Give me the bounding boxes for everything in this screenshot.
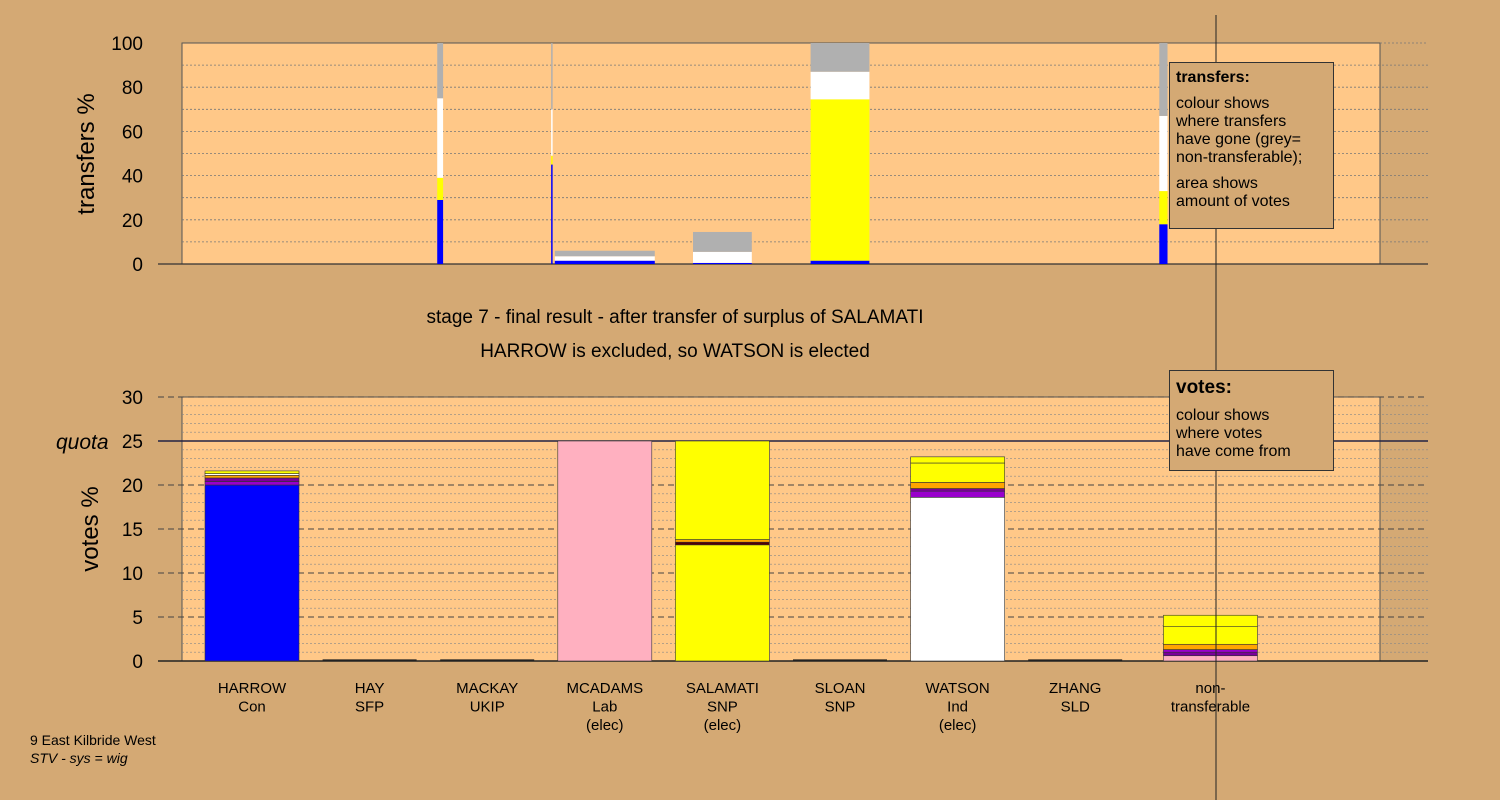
transfer-bar-segment xyxy=(1159,43,1168,116)
transfers-legend-line: area shows xyxy=(1176,175,1258,192)
transfer-bar-segment xyxy=(551,155,553,165)
transfer-bar-segment xyxy=(693,262,752,264)
transfers-y-tick-label: 80 xyxy=(122,78,143,99)
candidate-party-label: (elec) xyxy=(704,717,742,734)
transfer-bar-segment xyxy=(810,260,870,264)
vote-bar-segment xyxy=(1163,655,1258,662)
transfer-bar-segment xyxy=(554,260,655,264)
candidate-party-label: (elec) xyxy=(939,717,977,734)
votes-y-tick-label: 5 xyxy=(132,608,143,629)
vote-bar-segment xyxy=(910,497,1005,662)
vote-bar-segment xyxy=(204,481,300,486)
votes-y-tick-label: 0 xyxy=(132,652,143,673)
transfers-y-tick-label: 0 xyxy=(132,255,143,276)
quota-label: quota xyxy=(56,431,109,454)
candidate-name-label: non- xyxy=(1195,680,1225,697)
transfer-bar-segment xyxy=(810,99,870,261)
vote-bar-segment xyxy=(910,488,1005,492)
candidate-party-label: SLD xyxy=(1061,699,1090,716)
votes-y-tick-label: 15 xyxy=(122,520,143,541)
vote-bar-segment xyxy=(204,470,300,474)
transfer-bar-segment xyxy=(1159,115,1168,192)
candidate-party-label: SFP xyxy=(355,699,384,716)
candidate-party-label: SNP xyxy=(707,699,738,716)
votes-legend-line: where votes xyxy=(1176,425,1263,442)
transfer-bar-segment xyxy=(437,199,444,264)
candidate-name-label: HAY xyxy=(355,680,385,697)
transfer-bar-segment xyxy=(437,43,444,99)
constituency-label: 9 East Kilbride West xyxy=(30,732,156,748)
candidate-party-label: transferable xyxy=(1171,699,1250,716)
system-label: STV - sys = wig xyxy=(30,750,128,766)
vote-bar-segment xyxy=(910,456,1005,464)
transfer-bar-segment xyxy=(551,164,553,264)
transfers-legend: transfers: colour shows where transfers … xyxy=(1169,62,1334,229)
transfer-bar-segment xyxy=(551,109,553,156)
candidate-name-label: SLOAN xyxy=(815,680,866,697)
vote-bar-segment xyxy=(910,462,1005,483)
votes-y-tick-label: 30 xyxy=(122,388,143,409)
candidate-party-label: UKIP xyxy=(470,699,505,716)
votes-legend-title: votes: xyxy=(1176,377,1232,398)
transfer-bar-segment xyxy=(1159,224,1168,264)
vote-bar-segment xyxy=(675,440,770,540)
candidate-name-label: MACKAY xyxy=(456,680,518,697)
candidate-name-label: WATSON xyxy=(926,680,990,697)
candidate-name-label: MCADAMS xyxy=(566,680,643,697)
votes-legend: votes: colour shows where votes have com… xyxy=(1169,370,1334,471)
transfer-bar-segment xyxy=(437,177,444,200)
transfer-bar-segment xyxy=(810,71,870,100)
transfers-y-tick-label: 60 xyxy=(122,122,143,143)
candidate-name-label: HARROW xyxy=(218,680,287,697)
vote-bar-segment xyxy=(204,477,300,482)
transfers-legend-line: amount of votes xyxy=(1176,193,1290,210)
votes-legend-line: colour shows xyxy=(1176,407,1270,424)
transfer-bar-segment xyxy=(554,256,655,261)
transfers-y-axis-label: transfers % xyxy=(73,93,100,214)
vote-bar-segment xyxy=(675,541,770,546)
vote-bar-segment xyxy=(204,475,300,479)
vote-bar-segment xyxy=(204,484,300,662)
transfer-bar-segment xyxy=(693,251,752,263)
vote-bar-segment xyxy=(1163,649,1258,653)
candidate-party-label: Ind xyxy=(947,699,968,716)
vote-bar-segment xyxy=(910,490,1005,498)
transfer-bar-segment xyxy=(551,43,553,110)
transfers-legend-line: where transfers xyxy=(1176,113,1287,130)
transfer-bar-segment xyxy=(554,250,655,257)
candidate-name-label: ZHANG xyxy=(1049,680,1102,697)
transfer-bar-segment xyxy=(437,98,444,178)
vote-bar-segment xyxy=(675,544,770,662)
transfer-bar-segment xyxy=(693,231,752,252)
transfers-legend-line: colour shows xyxy=(1176,95,1270,112)
vote-bar-segment xyxy=(910,482,1005,489)
transfer-bar-segment xyxy=(810,43,870,72)
transfers-legend-title: transfers: xyxy=(1176,69,1250,86)
stage-description: stage 7 - final result - after transfer … xyxy=(426,307,923,328)
transfers-legend-line: non-transferable); xyxy=(1176,149,1303,166)
transfers-y-tick-label: 40 xyxy=(122,167,143,188)
votes-y-axis-label: votes % xyxy=(77,486,104,571)
candidate-party-label: Con xyxy=(238,699,266,716)
stage-outcome: HARROW is excluded, so WATSON is elected xyxy=(480,341,870,362)
vote-bar-segment xyxy=(675,539,770,543)
vote-bar-segment xyxy=(557,440,653,662)
votes-y-tick-label: 20 xyxy=(122,476,143,497)
vote-bar-segment xyxy=(1163,614,1258,627)
votes-legend-line: have come from xyxy=(1176,443,1291,460)
candidate-party-label: Lab xyxy=(592,699,617,716)
votes-y-tick-label: 10 xyxy=(122,564,143,585)
transfers-y-tick-label: 20 xyxy=(122,211,143,232)
vote-bar-segment xyxy=(1163,643,1258,650)
vote-bar-segment xyxy=(1163,626,1258,645)
candidate-party-label: SNP xyxy=(825,699,856,716)
transfers-legend-line: have gone (grey= xyxy=(1176,131,1301,148)
votes-y-tick-label: 25 xyxy=(122,432,143,453)
candidate-name-label: SALAMATI xyxy=(686,680,759,697)
vote-bar-segment xyxy=(1163,651,1258,657)
candidate-party-label: (elec) xyxy=(586,717,624,734)
transfer-bar-segment xyxy=(1159,191,1168,225)
transfers-y-tick-label: 100 xyxy=(111,34,143,55)
